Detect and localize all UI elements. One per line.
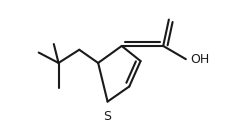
Text: OH: OH — [190, 53, 210, 66]
Text: S: S — [104, 110, 112, 123]
